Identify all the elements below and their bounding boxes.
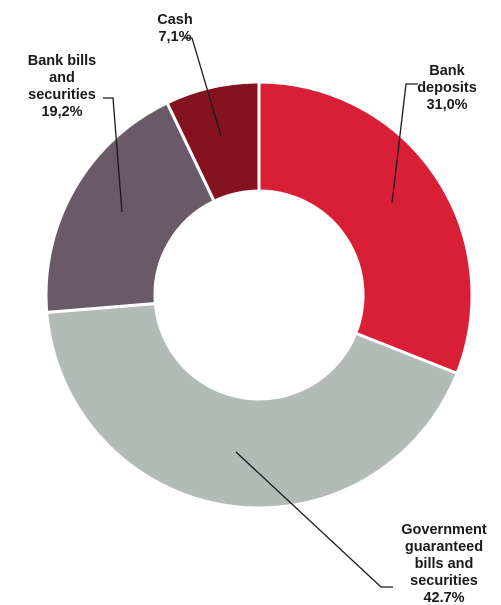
leader-line-cash xyxy=(184,37,222,137)
leader-line-bank-bills-and-securities xyxy=(103,97,123,213)
data-label-cash: Cash 7,1% xyxy=(157,12,192,45)
slice-value-label: 31,0% xyxy=(426,97,467,113)
slice-name-label: deposits xyxy=(417,80,477,96)
slice-name-label: Bank bills xyxy=(28,53,97,69)
slice-value-label: 7,1% xyxy=(158,29,191,45)
slice-value-label: 19,2% xyxy=(41,104,82,120)
slice-government-guaranteed-bills-and-securities xyxy=(45,301,459,510)
slice-name-label: securities xyxy=(410,573,478,589)
slice-value-label: 42.7% xyxy=(423,590,464,605)
slice-cash xyxy=(165,80,261,204)
slice-name-label: Government xyxy=(401,522,487,538)
slice-bank-deposits xyxy=(257,80,474,376)
slices-layer xyxy=(44,80,474,510)
slice-name-label: bills and xyxy=(415,556,474,572)
labels-layer: Bank deposits 31,0% Government guaranteed bil… xyxy=(28,12,487,605)
slice-name-label: Cash xyxy=(157,12,192,28)
leader-lines-layer xyxy=(103,37,418,588)
slice-name-label: guaranteed xyxy=(405,539,483,555)
data-label-bank-bills-and-securities: Bank bills and securities 19,2% xyxy=(28,53,97,120)
leader-line-bank-deposits xyxy=(391,83,418,204)
slice-name-label: Bank xyxy=(429,63,465,79)
data-label-government-guaranteed-bills-and-securities: Government guaranteed bills and securities 4… xyxy=(401,522,487,605)
slice-name-label: and xyxy=(49,70,75,86)
leader-line-government-guaranteed-bills-and-securities xyxy=(235,451,393,588)
slice-bank-bills-and-securities xyxy=(44,100,217,314)
data-label-bank-deposits: Bank deposits 31,0% xyxy=(417,63,477,113)
slice-name-label: securities xyxy=(28,87,96,103)
